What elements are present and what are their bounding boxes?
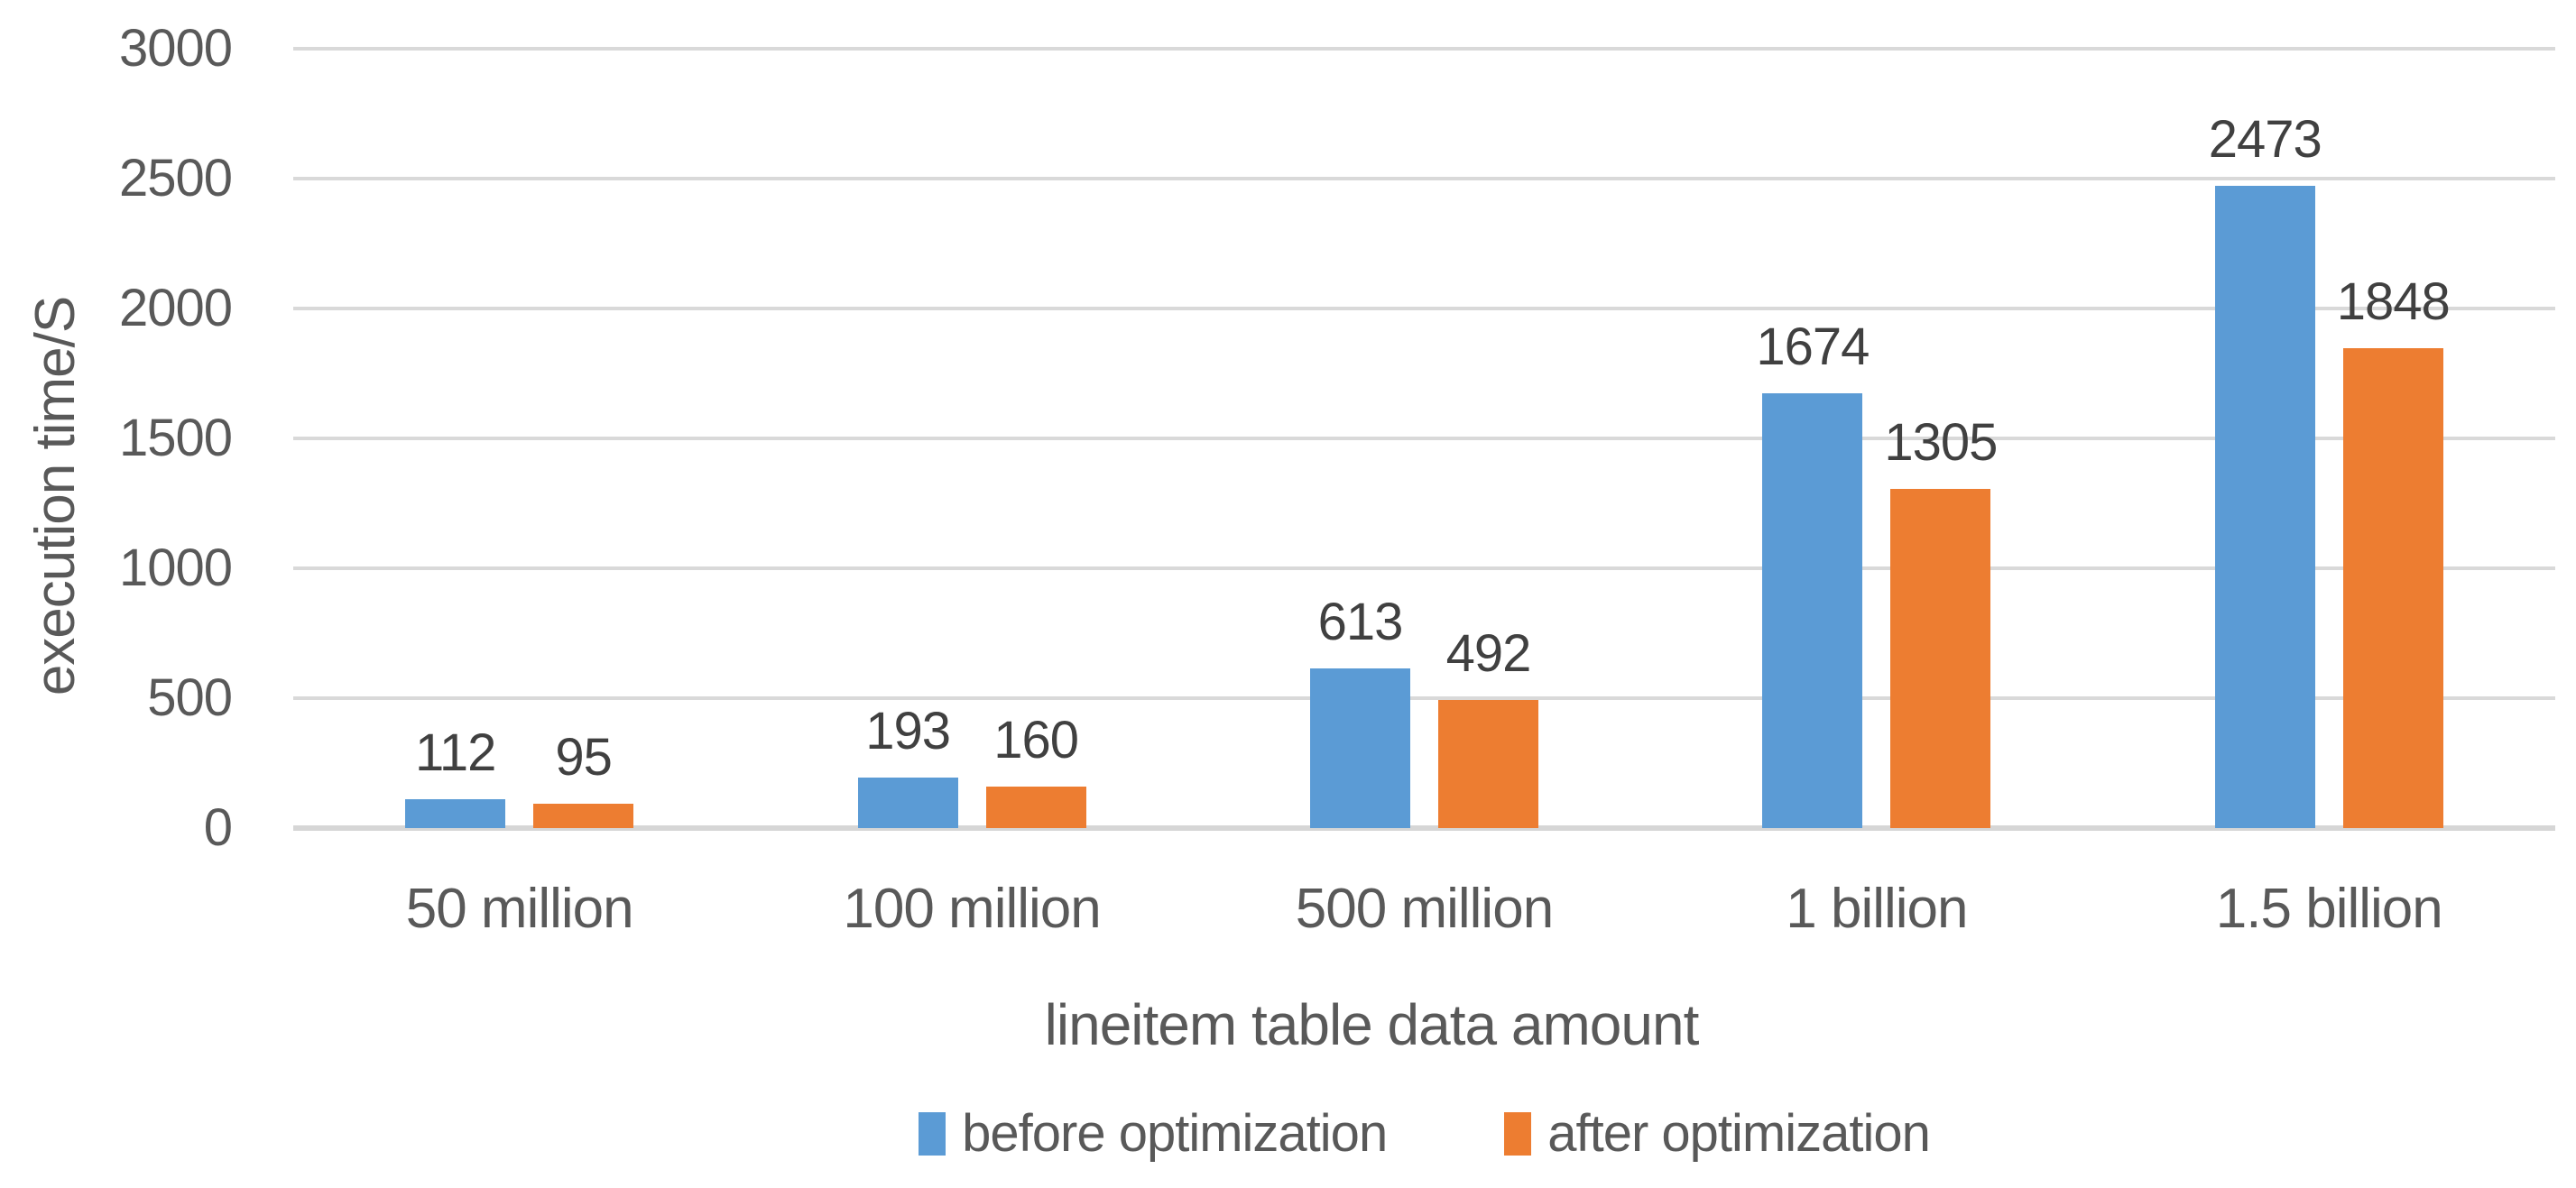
y-tick-label-1500: 1500 <box>118 409 233 467</box>
bar-before-optimization-100-million <box>857 778 958 828</box>
data-label-before-optimization-100-million: 193 <box>865 702 951 761</box>
x-category-label-50-million: 50 million <box>405 878 634 940</box>
data-label-before-optimization-50-million: 112 <box>414 723 496 782</box>
legend-marker-before-optimization <box>919 1112 946 1156</box>
data-label-before-optimization-1-billion: 1674 <box>1756 317 1870 376</box>
bar-after-optimization-100-million <box>985 786 1086 828</box>
x-category-label-500-million: 500 million <box>1295 878 1554 940</box>
x-category-label-100-million: 100 million <box>843 878 1101 940</box>
y-axis-title: execution time/S <box>24 296 87 696</box>
bar-before-optimization-500-million <box>1310 668 1410 828</box>
data-label-after-optimization-1-5-billion: 1848 <box>2336 272 2451 331</box>
legend-item-before-optimization: before optimization <box>919 1102 1388 1165</box>
legend: before optimization after optimization <box>293 1102 2555 1165</box>
y-tick-label-2000: 2000 <box>118 279 233 337</box>
gridline-2500 <box>293 177 2555 180</box>
data-label-before-optimization-1-5-billion: 2473 <box>2208 109 2322 169</box>
gridline-1500 <box>293 437 2555 440</box>
data-label-after-optimization-100-million: 160 <box>993 710 1079 769</box>
y-tick-label-3000: 3000 <box>118 19 233 78</box>
legend-item-after-optimization: after optimization <box>1504 1102 1931 1165</box>
x-axis-title: lineitem table data amount <box>1044 992 1700 1057</box>
legend-marker-after-optimization <box>1504 1112 1532 1156</box>
bar-after-optimization-500-million <box>1438 700 1538 828</box>
x-category-label-1-billion: 1 billion <box>1786 878 1968 940</box>
bar-after-optimization-50-million <box>533 803 634 828</box>
bar-before-optimization-1-5-billion <box>2214 185 2315 828</box>
data-label-before-optimization-500-million: 613 <box>1317 593 1404 652</box>
gridline-500 <box>293 696 2555 700</box>
gridline-1000 <box>293 566 2555 570</box>
legend-label-after-optimization: after optimization <box>1547 1104 1931 1163</box>
y-tick-label-0: 0 <box>203 798 233 857</box>
y-tick-label-2500: 2500 <box>118 149 233 207</box>
gridline-0 <box>293 825 2555 831</box>
bar-before-optimization-1-billion <box>1762 392 1863 828</box>
data-label-after-optimization-50-million: 95 <box>555 727 613 787</box>
gridline-2000 <box>293 307 2555 310</box>
gridline-3000 <box>293 47 2555 51</box>
y-tick-label-1000: 1000 <box>118 539 233 597</box>
bar-after-optimization-1-5-billion <box>2342 347 2443 828</box>
bar-before-optimization-50-million <box>405 798 506 828</box>
bar-after-optimization-1-billion <box>1890 489 1991 828</box>
legend-label-before-optimization: before optimization <box>962 1104 1388 1163</box>
data-label-after-optimization-500-million: 492 <box>1445 624 1532 684</box>
x-category-label-1-5-billion: 1.5 billion <box>2215 878 2443 940</box>
y-tick-label-500: 500 <box>147 668 233 727</box>
data-label-after-optimization-1-billion: 1305 <box>1884 413 1998 473</box>
